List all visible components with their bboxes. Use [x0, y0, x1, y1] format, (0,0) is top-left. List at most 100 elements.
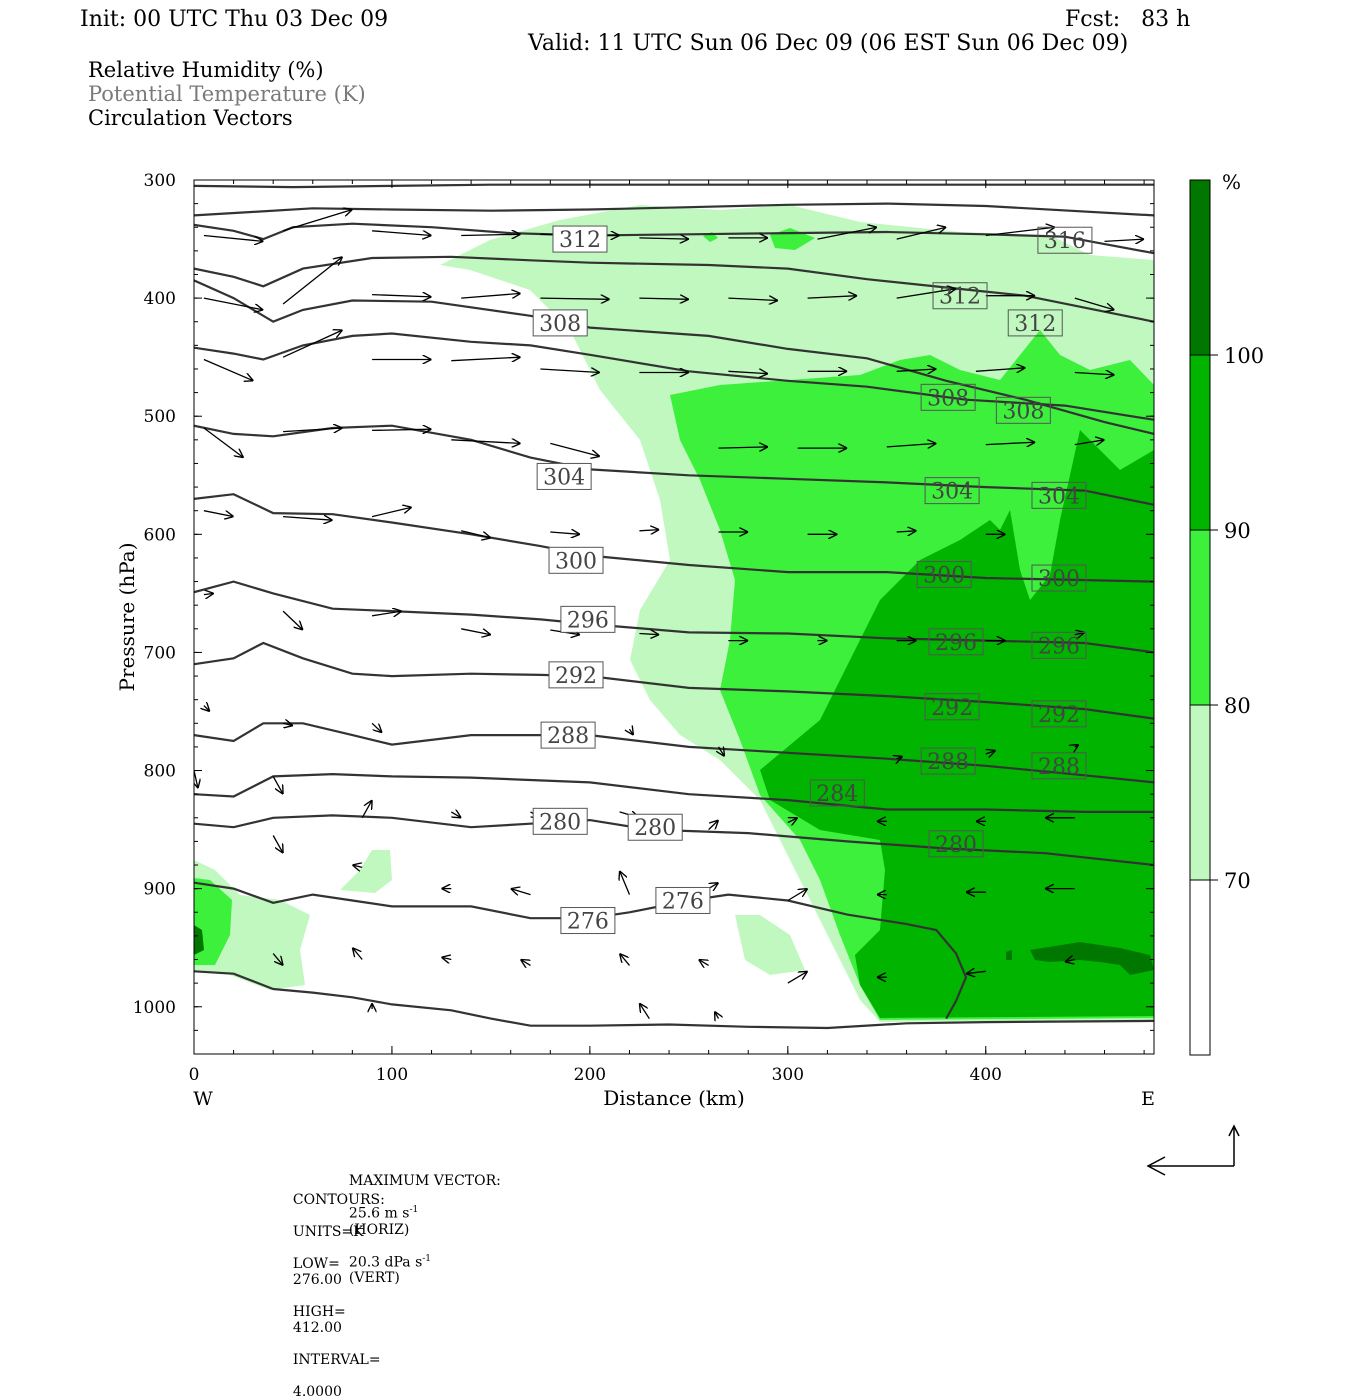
rh-band-80-90-left: [194, 878, 232, 965]
theta-label: 316: [1037, 226, 1093, 254]
circulation-vector: [708, 820, 719, 831]
theta-contour-line: [194, 279, 1154, 435]
colorbar-unit: %: [1222, 170, 1241, 194]
theta-label: 288: [540, 721, 596, 749]
circulation-vector: [461, 234, 520, 235]
theta-label: 312: [552, 225, 608, 253]
theta-contour-line: [194, 202, 1154, 217]
colorbar-band-80-90: [1189, 529, 1211, 706]
rh-band-70-80-bottom: [735, 915, 805, 975]
theta-label-text: 276: [662, 889, 704, 914]
contours-units: UNITS=K: [292, 1224, 364, 1240]
circulation-vector: [787, 818, 798, 823]
reference-vector-icon: [1146, 1124, 1240, 1176]
theta-contour-line: [194, 641, 1154, 720]
circulation-vector: [985, 227, 1055, 237]
max-vector-label: MAXIMUM VECTOR:: [348, 1173, 501, 1189]
circulation-vector: [1074, 297, 1115, 310]
circulation-vector: [203, 234, 263, 242]
colorbar-label-100: 100: [1224, 344, 1264, 368]
circulation-vector: [282, 723, 293, 725]
rh-band-90-100: [760, 430, 1154, 1018]
contours-high-label: HIGH=: [292, 1304, 346, 1320]
circulation-vector: [282, 257, 342, 305]
y-tick-label: 400: [144, 289, 176, 309]
x-tick-label: 300: [772, 1065, 804, 1085]
circulation-vector: [272, 953, 283, 966]
circulation-vector: [639, 238, 688, 239]
circulation-vector: [787, 971, 808, 984]
rh-band-100-plus: [1030, 942, 1154, 975]
theta-label: 288: [1031, 752, 1087, 780]
circulation-vector: [1065, 960, 1075, 962]
theta-label-text: 300: [923, 563, 965, 588]
theta-label-text: 312: [1014, 312, 1056, 337]
theta-label-text: 280: [935, 833, 977, 858]
colorbar-band-70-80: [1189, 704, 1211, 881]
contours-label: CONTOURS:: [292, 1192, 385, 1208]
contours-interval-label: INTERVAL=: [292, 1352, 381, 1368]
circulation-vector: [372, 429, 431, 430]
circulation-vector: [461, 530, 491, 538]
circulation-vector: [728, 371, 768, 373]
horiz-unit-exponent: -1: [409, 1205, 419, 1215]
circulation-vector: [282, 330, 342, 358]
circulation-vector: [203, 510, 234, 517]
contours-low-label: LOW=: [292, 1256, 340, 1272]
theta-label: 276: [655, 886, 711, 914]
circulation-vector: [728, 298, 778, 300]
theta-label-text: 312: [559, 228, 601, 253]
circulation-vector: [630, 729, 634, 735]
colorbar-label-90: 90: [1224, 519, 1251, 543]
y-tick-label: 300: [144, 171, 176, 191]
theta-label: 296: [1031, 631, 1087, 659]
colorbar-label-80: 80: [1224, 694, 1251, 718]
circulation-vector: [272, 776, 283, 794]
theta-label: 300: [548, 546, 604, 574]
circulation-vector: [194, 770, 198, 789]
x-axis-title: Distance (km): [603, 1086, 745, 1110]
theta-label: 300: [1031, 564, 1087, 592]
circulation-vector: [699, 960, 709, 966]
circulation-vector: [985, 442, 1035, 444]
y-axis-title: Pressure (hPa): [115, 543, 139, 692]
theta-label: 280: [928, 830, 984, 858]
theta-label-text: 280: [539, 810, 581, 835]
circulation-vector: [986, 751, 996, 755]
theta-label-text: 288: [1038, 755, 1080, 780]
circulation-vector: [371, 722, 382, 732]
circulation-vector: [511, 889, 531, 895]
circulation-vector: [461, 293, 520, 299]
theta-contour-line: [194, 493, 1154, 583]
theta-label-text: 292: [1038, 703, 1080, 728]
theta-label: 276: [560, 907, 616, 935]
circulation-vector: [203, 358, 254, 381]
theta-label: 292: [548, 661, 604, 689]
rh-band-70-80-patch: [340, 850, 392, 893]
theta-label-text: 296: [1038, 634, 1080, 659]
circulation-vector: [897, 756, 903, 758]
circulation-vector: [719, 747, 725, 757]
x-axis-east-label: E: [1141, 1088, 1155, 1110]
theta-label-text: 308: [927, 386, 969, 411]
colorbar-band-below-70: [1189, 879, 1211, 1056]
theta-label-text: 292: [555, 664, 597, 689]
y-tick-label: 700: [144, 643, 176, 663]
y-tick-label: 600: [144, 525, 176, 545]
theta-label: 308: [995, 396, 1051, 424]
circulation-vector: [639, 1003, 650, 1019]
rh-band-100-plus-dot: [1006, 950, 1012, 960]
contours-low: 276.00: [292, 1272, 342, 1288]
theta-label: 296: [928, 628, 984, 656]
cross-section-chart: 312 316 312 312 308 308 308 304 304 304 300 300 300 2…: [115, 170, 1264, 1176]
circulation-vector: [203, 297, 263, 310]
circulation-vector: [203, 427, 244, 458]
contours-high: 412.00: [292, 1320, 342, 1336]
theta-label: 304: [1031, 481, 1087, 509]
init-time: Init: 00 UTC Thu 03 Dec 09: [80, 7, 389, 32]
theta-label-text: 304: [543, 465, 585, 490]
theta-label-text: 296: [935, 631, 977, 656]
circulation-vector: [896, 289, 956, 299]
circulation-vector: [450, 812, 461, 818]
valid-time: Valid: 11 UTC Sun 06 Dec 09 (06 EST Sun …: [528, 31, 1129, 56]
